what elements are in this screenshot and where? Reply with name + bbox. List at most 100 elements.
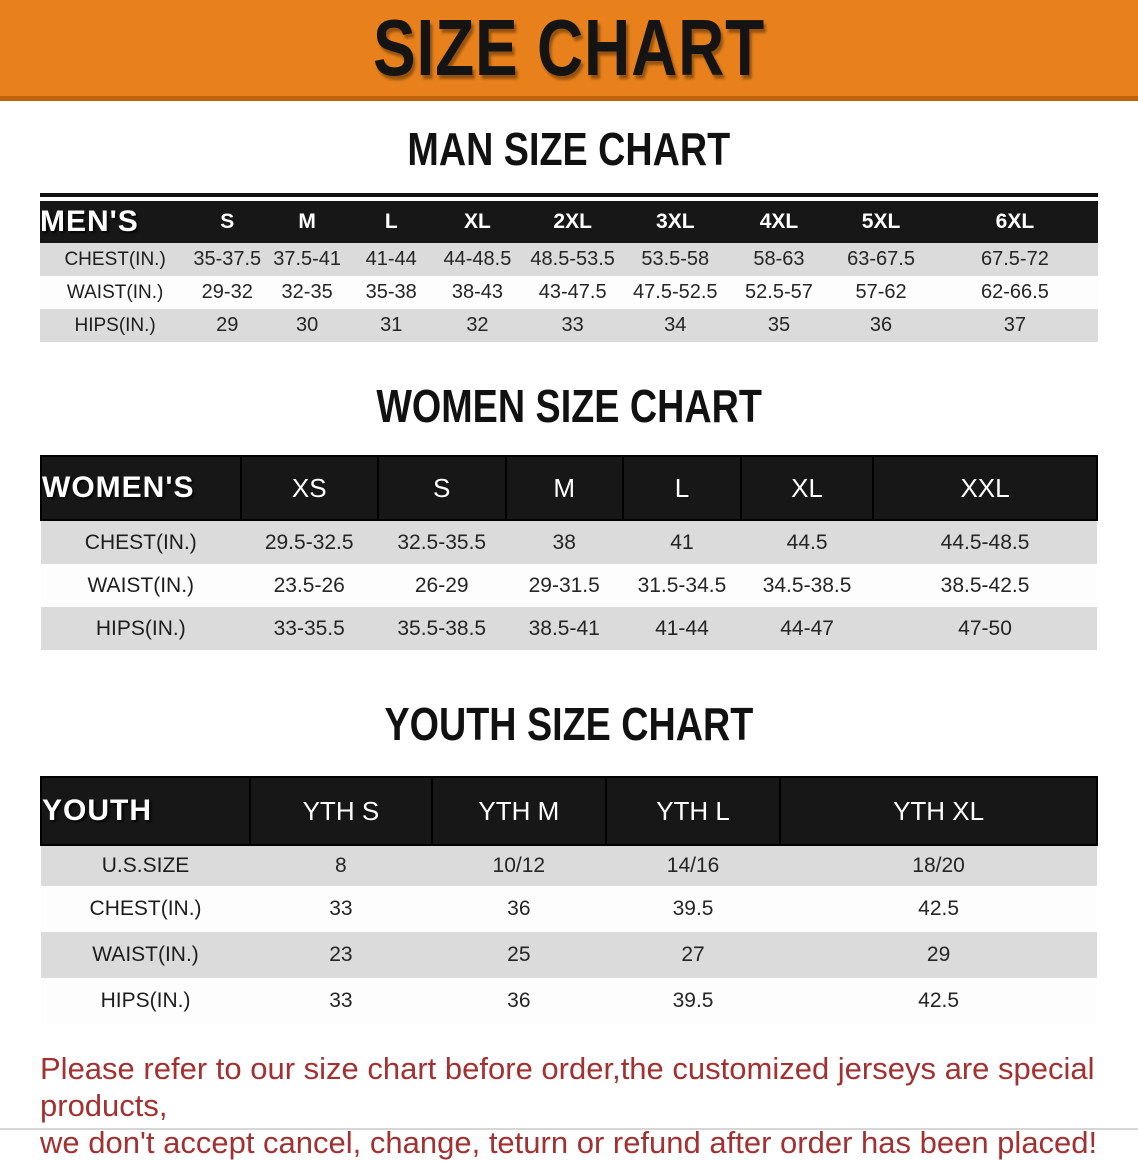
column-header: YTH S (249, 776, 433, 846)
youth-section-heading: YOUTH SIZE CHART (0, 696, 1138, 752)
table-row: WAIST(IN.) 29-32 32-35 35-38 38-43 43-47… (40, 276, 1098, 309)
cell: 30 (296, 314, 319, 336)
cell: 10/12 (492, 854, 546, 877)
row-label: CHEST(IN.) (84, 530, 197, 554)
column-header: XS (239, 455, 379, 521)
cell: 33 (329, 989, 353, 1012)
column-header: XL (740, 455, 875, 521)
cell: 38.5-42.5 (940, 573, 1030, 597)
cell: 38.5-41 (528, 616, 600, 640)
cell: 36 (507, 897, 531, 920)
cell: 26-29 (414, 573, 469, 597)
cell: 35.5-38.5 (397, 616, 487, 640)
table-row: U.S.SIZE 8 10/12 14/16 18/20 (41, 845, 1097, 886)
table-row: WAIST(IN.) 23 25 27 29 (41, 932, 1097, 978)
row-label: HIPS(IN.) (74, 314, 156, 336)
table-row: HIPS(IN.) 33 36 39.5 42.5 (41, 978, 1097, 1024)
cell: 47.5-52.5 (633, 281, 718, 303)
cell: 32-35 (281, 281, 333, 303)
column-header: L (621, 455, 743, 521)
row-label: U.S.SIZE (101, 854, 190, 877)
cell: 57-62 (855, 281, 907, 303)
cell: 42.5 (918, 989, 960, 1012)
cell: 36 (869, 314, 893, 336)
column-header: 6XL (931, 201, 1098, 243)
cell: 41 (670, 530, 694, 554)
cell: 33 (561, 314, 584, 336)
cell: 42.5 (918, 897, 960, 920)
column-header: 3XL (622, 201, 728, 243)
cell: 14/16 (666, 854, 720, 877)
cell: 32 (466, 314, 489, 336)
men-section-heading: MAN SIZE CHART (0, 121, 1138, 177)
column-header: XXL (872, 455, 1098, 521)
cell: 44-48.5 (443, 248, 512, 270)
column-header: 2XL (522, 201, 623, 243)
row-label: WAIST(IN.) (66, 281, 164, 303)
column-header: YTH XL (779, 776, 1098, 846)
cell: 23.5-26 (273, 573, 345, 597)
women-header-label: WOMEN'S (40, 455, 242, 521)
cell: 44-47 (780, 616, 834, 640)
column-header: YTH M (430, 776, 607, 846)
table-row: CHEST(IN.) 35-37.5 37.5-41 41-44 44-48.5… (40, 243, 1098, 276)
column-header: YTH L (604, 776, 782, 846)
cell: 37.5-41 (273, 248, 342, 270)
cell: 37 (1003, 314, 1027, 336)
youth-heading-text: YOUTH SIZE CHART (384, 698, 754, 750)
cell: 62-66.5 (980, 281, 1049, 303)
banner-title: SIZE CHART (373, 3, 765, 92)
cell: 23 (329, 943, 353, 966)
cell: 38-43 (451, 281, 504, 303)
column-header: L (349, 201, 433, 243)
cell: 36 (507, 989, 531, 1012)
order-policy-note: Please refer to our size chart before or… (40, 1050, 1118, 1161)
table-row: HIPS(IN.) 33-35.5 35.5-38.5 38.5-41 41-4… (41, 607, 1097, 650)
cell: 18/20 (912, 854, 965, 877)
cell: 25 (507, 943, 531, 966)
youth-header-row: YOUTH YTH S YTH M YTH L YTH XL (39, 776, 1098, 846)
cell: 35 (767, 314, 791, 336)
cell: 29 (926, 943, 951, 966)
cell: 34 (664, 314, 687, 336)
column-header: XL (432, 201, 523, 243)
row-label: HIPS(IN.) (95, 616, 186, 640)
cell: 31.5-34.5 (637, 573, 727, 597)
cell: 31 (380, 314, 403, 336)
cell: 29-31.5 (528, 573, 600, 597)
row-label: WAIST(IN.) (87, 573, 195, 597)
column-header: S (190, 201, 265, 243)
cell: 34.5-38.5 (762, 573, 852, 597)
cell: 33 (329, 897, 353, 920)
cell: 41-44 (365, 248, 417, 270)
cell: 44.5 (786, 530, 828, 554)
row-label: HIPS(IN.) (100, 989, 191, 1012)
column-header: M (504, 455, 624, 521)
row-label: CHEST(IN.) (64, 248, 166, 270)
youth-size-table: YOUTH YTH S YTH M YTH L YTH XL U.S.SIZE … (39, 776, 1098, 1024)
women-size-table: WOMEN'S XS S M L XL XXL CHEST(IN.) 29.5-… (40, 455, 1098, 650)
table-row: CHEST(IN.) 29.5-32.5 32.5-35.5 38 41 44.… (41, 520, 1097, 564)
row-label: WAIST(IN.) (92, 943, 199, 966)
cell: 35-37.5 (193, 248, 262, 270)
table-row: CHEST(IN.) 33 36 39.5 42.5 (41, 886, 1097, 932)
column-header: M (264, 201, 350, 243)
men-header-label: MEN'S (40, 201, 191, 243)
cell: 29-32 (201, 281, 253, 303)
cell: 29 (216, 314, 239, 336)
row-label: CHEST(IN.) (89, 897, 202, 920)
cell: 38 (552, 530, 576, 554)
women-header-row: WOMEN'S XS S M L XL XXL (40, 455, 1098, 521)
cell: 29.5-32.5 (264, 530, 354, 554)
bottom-edge-divider (0, 1128, 1138, 1130)
cell: 39.5 (672, 989, 714, 1012)
women-heading-text: WOMEN SIZE CHART (376, 380, 762, 432)
men-header-row: MEN'S S M L XL 2XL 3XL 4XL 5XL 6XL (40, 201, 1098, 243)
cell: 63-67.5 (847, 248, 915, 270)
cell: 52.5-57 (745, 281, 813, 303)
youth-size-table-wrap: YOUTH YTH S YTH M YTH L YTH XL U.S.SIZE … (0, 776, 1138, 1024)
column-header: 4XL (727, 201, 831, 243)
cell: 32.5-35.5 (397, 530, 487, 554)
order-policy-line1: Please refer to our size chart before or… (40, 1051, 1095, 1123)
cell: 53.5-58 (641, 248, 710, 270)
